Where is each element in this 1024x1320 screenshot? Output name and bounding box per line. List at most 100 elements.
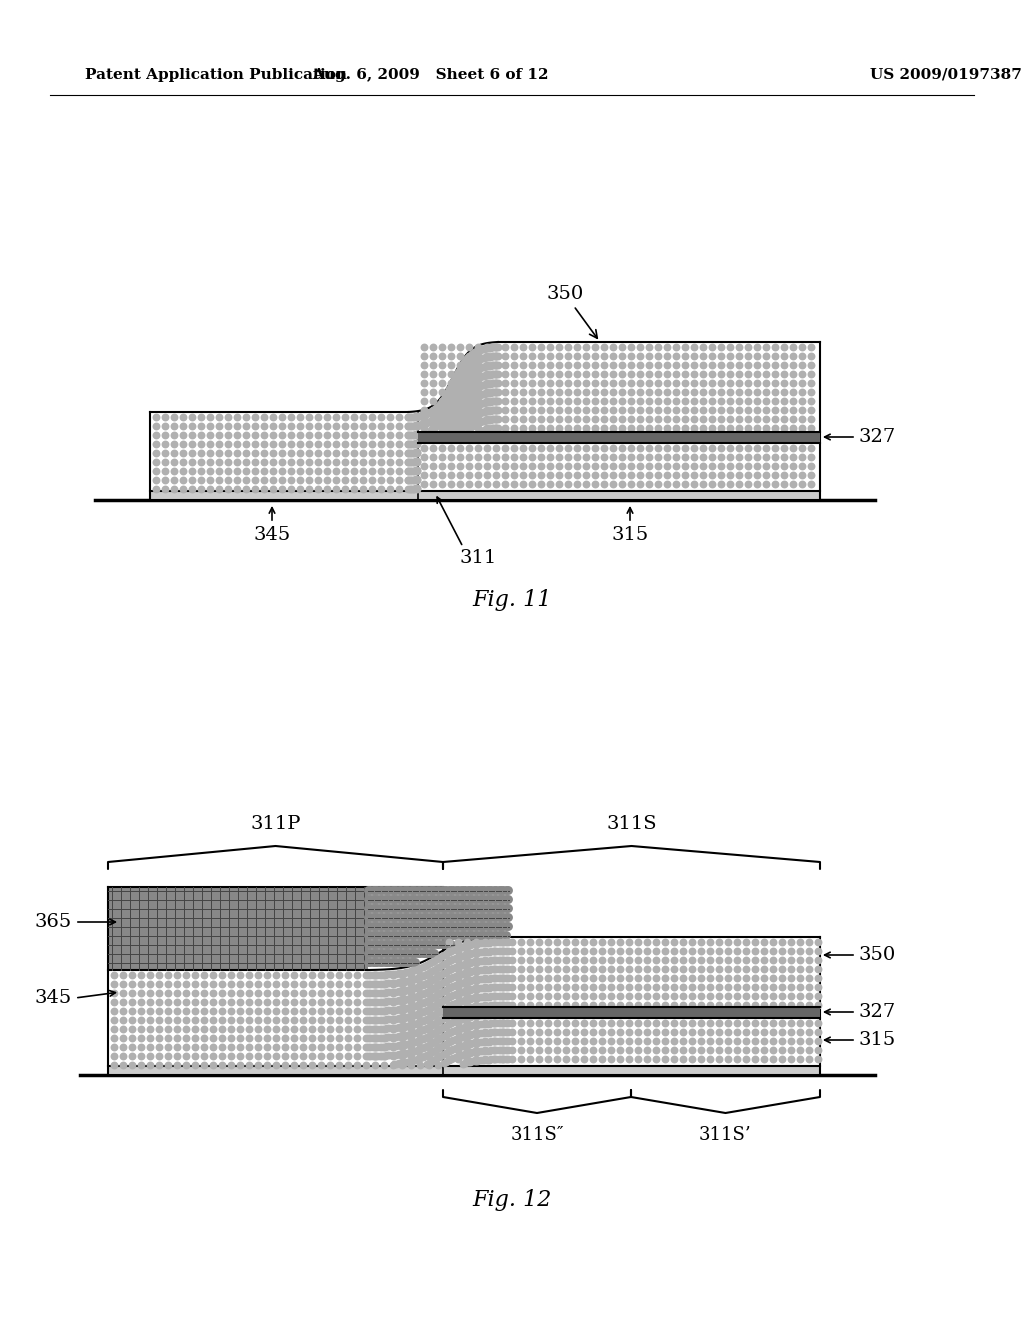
Point [426,408,442,429]
Point [640,417,656,438]
Point [469,969,485,990]
Point [478,924,495,945]
Point [557,985,573,1006]
Point [384,1044,400,1065]
Point [685,437,701,458]
Point [399,451,416,473]
Point [377,898,393,919]
Point [467,961,483,982]
Point [479,346,496,367]
Point [557,1030,573,1051]
Point [105,964,122,985]
Point [485,1040,502,1061]
Point [424,933,440,954]
Point [336,414,352,436]
Point [300,478,316,499]
Point [372,879,388,900]
Point [685,408,701,429]
Point [602,1020,618,1041]
Point [402,942,419,964]
Point [196,1018,212,1039]
Point [460,1024,476,1045]
Point [429,966,445,987]
Point [548,1030,564,1051]
Point [476,924,493,945]
Point [658,345,675,366]
Point [417,973,433,994]
Point [354,442,371,463]
Point [479,374,496,395]
Point [758,372,774,393]
Point [530,1039,547,1060]
Text: 315: 315 [858,1031,895,1049]
Point [739,354,756,375]
Point [447,907,464,928]
Point [595,455,611,477]
Point [322,1053,338,1074]
Point [476,940,493,961]
Point [504,968,520,989]
Point [160,1036,176,1057]
Point [370,1036,386,1057]
Point [397,907,414,928]
Point [300,459,316,480]
Point [388,1008,404,1030]
Point [393,1045,410,1067]
Point [666,940,682,961]
Point [438,933,455,954]
Point [373,424,389,445]
Point [433,1008,450,1030]
Point [415,1002,431,1023]
Point [433,1045,450,1067]
Point [450,965,466,986]
Point [362,942,379,964]
Point [656,1030,673,1051]
Point [457,898,473,919]
Point [322,964,338,985]
Point [404,433,421,454]
Point [585,985,601,1006]
Point [464,380,480,401]
Point [186,973,203,994]
Bar [108,1067,443,1074]
Point [379,933,395,954]
Point [115,973,131,994]
Point [632,363,648,384]
Point [638,931,654,952]
Point [532,446,549,467]
Point [461,383,477,404]
Point [381,916,397,937]
Point [404,424,421,445]
Point [495,1022,511,1043]
Point [728,1048,744,1069]
Point [422,933,438,954]
Point [412,1045,428,1067]
Point [719,1012,735,1034]
Point [404,1041,421,1063]
Point [393,962,410,983]
Point [384,982,400,1003]
Point [286,1036,302,1057]
Point [578,417,594,438]
Point [379,952,395,973]
Point [465,405,481,426]
Point [454,392,470,413]
Point [471,339,487,360]
Point [476,949,493,970]
Point [151,1008,167,1030]
Point [457,907,473,928]
Point [469,473,485,494]
Point [739,463,756,484]
Point [431,907,447,928]
Point [450,985,466,1006]
Point [442,924,459,945]
Point [481,1040,498,1061]
Point [141,991,158,1012]
Point [429,1045,445,1067]
Point [467,931,483,952]
Point [595,335,611,356]
Point [490,924,507,945]
Point [514,345,530,366]
Point [455,363,471,384]
Point [424,335,440,356]
